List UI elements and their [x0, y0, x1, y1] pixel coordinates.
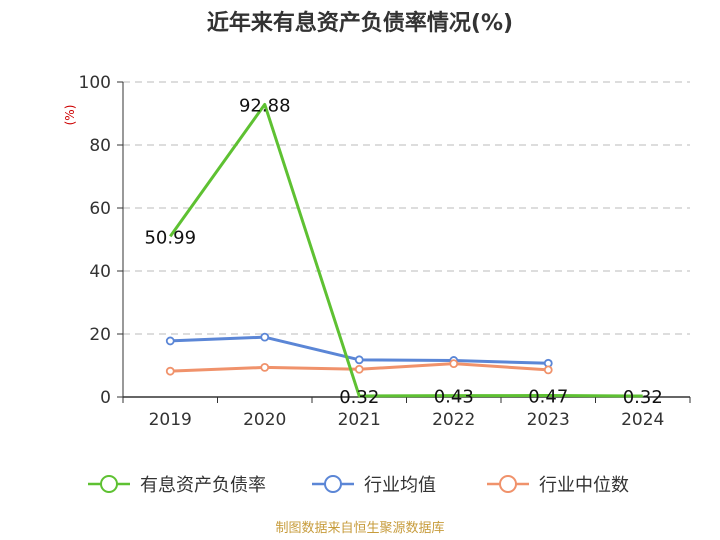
y-axis-label: (%): [63, 105, 77, 126]
x-tick-label: 2019: [149, 410, 192, 430]
legend[interactable]: 有息资产负债率 行业均值 行业中位数: [88, 475, 629, 496]
legend-marker-icon: [100, 475, 118, 493]
y-tick-label: 40: [89, 262, 111, 282]
series-point-2: [165, 366, 175, 376]
x-tick-label: 2021: [338, 410, 381, 430]
series-point-1: [354, 355, 364, 365]
series-point-2: [354, 364, 364, 374]
data-label: 0.32: [339, 387, 379, 408]
x-tick-label: 2020: [243, 410, 286, 430]
source-note: 制图数据来自恒生聚源数据库: [275, 520, 444, 536]
data-label: 0.43: [434, 387, 474, 408]
legend-label: 有息资产负债率: [140, 475, 266, 496]
legend-item-0[interactable]: 有息资产负债率: [88, 475, 266, 496]
x-tick-label: 2023: [527, 410, 570, 430]
y-tick-label: 20: [89, 325, 111, 345]
series-point-2: [543, 365, 553, 375]
data-label: 0.32: [623, 387, 663, 408]
legend-label: 行业均值: [364, 475, 436, 496]
series-point-2: [260, 362, 270, 372]
legend-item-1[interactable]: 行业均值: [312, 475, 436, 496]
series-point-1: [165, 336, 175, 346]
axis-layer: 0 20 40 60 80 100 2019 2020 2021 2022 2023 2024: [79, 73, 691, 430]
x-tick-label: 2024: [621, 410, 664, 430]
data-label-layer: 50.99 92.88 0.32 0.43 0.47 0.32: [144, 95, 662, 408]
data-label: 0.47: [528, 387, 568, 408]
legend-item-2[interactable]: 行业中位数: [487, 475, 629, 496]
data-label: 50.99: [144, 227, 196, 248]
y-tick-label: 80: [89, 136, 111, 156]
series-point-2: [449, 359, 459, 369]
series-line-0: [169, 102, 643, 398]
y-tick-label: 60: [89, 199, 111, 219]
data-label: 92.88: [239, 95, 291, 116]
legend-marker-icon: [499, 475, 517, 493]
series-layer: [165, 102, 643, 398]
y-tick-label: 0: [100, 388, 111, 408]
y-tick-label: 100: [79, 73, 111, 93]
legend-label: 行业中位数: [539, 475, 629, 496]
grid-layer: [123, 81, 690, 335]
series-point-1: [260, 332, 270, 342]
x-tick-label: 2022: [432, 410, 475, 430]
chart-title: 近年来有息资产负债率情况(%): [207, 10, 513, 36]
legend-marker-icon: [324, 475, 342, 493]
